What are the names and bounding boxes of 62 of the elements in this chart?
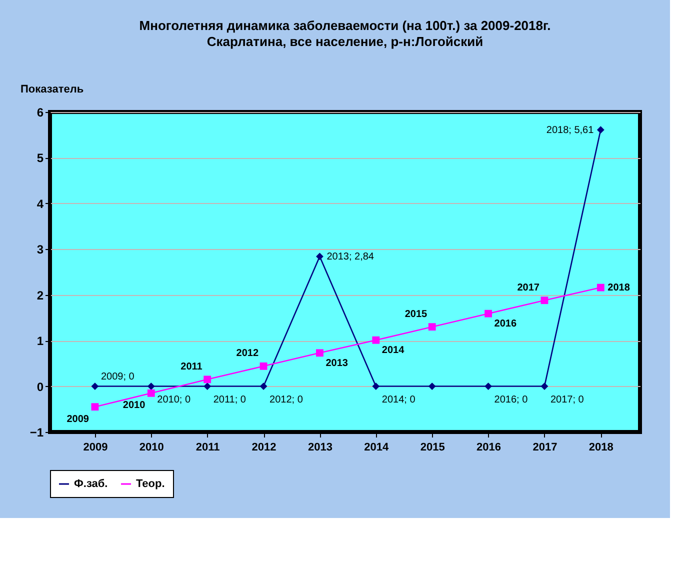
legend-label: Теор.: [136, 478, 165, 490]
point: [260, 362, 268, 370]
annotation: 2014: [382, 345, 405, 356]
point: [204, 376, 212, 384]
point: [428, 382, 436, 390]
point: [484, 310, 492, 318]
chart-title: Многолетняя динамика заболеваемости (на 100т.) за 2009-2018г.: [139, 18, 551, 33]
data-label: 2014; 0: [382, 394, 416, 406]
annotation: 2016: [494, 318, 517, 330]
point: [316, 252, 324, 260]
point: [596, 284, 604, 292]
y-tick-label: 3: [36, 242, 44, 257]
data-label: 2016; 0: [494, 394, 528, 406]
y-tick-label: 5: [36, 151, 44, 166]
x-tick-label: 2016: [476, 442, 502, 454]
x-tick-label: 2014: [364, 442, 390, 454]
data-label: 2017; 0: [550, 394, 584, 406]
point: [147, 382, 155, 390]
annotation: 2015: [404, 308, 428, 320]
y-tick-label: 0: [36, 380, 44, 394]
point: [372, 382, 380, 390]
x-tick-label: 2009: [83, 442, 108, 454]
data-label: 2018; 5,61: [546, 124, 594, 136]
x-tick-label: 2011: [196, 442, 220, 454]
chart-subtitle: Скарлатина, все население, р-н:Логойский: [206, 34, 484, 49]
y-tick-label: 1: [36, 334, 44, 348]
annotation: 2009: [66, 414, 90, 425]
point: [484, 382, 492, 390]
point: [540, 296, 548, 304]
x-tick-label: 2015: [420, 442, 445, 454]
point: [596, 126, 604, 134]
annotation: 2013: [326, 358, 348, 369]
data-label: 2012; 0: [270, 394, 304, 406]
point: [316, 349, 324, 357]
point: [147, 389, 155, 397]
x-tick-label: 2010: [139, 442, 164, 454]
annotation: 2010: [122, 400, 146, 412]
data-label: 2009; 0: [100, 371, 135, 382]
annotation: 2017: [517, 282, 540, 294]
data-label: 2010; 0: [157, 394, 191, 406]
y-tick-label: 2: [36, 288, 44, 302]
annotation: 2012: [236, 348, 259, 360]
x-tick-label: 2012: [252, 442, 276, 454]
annotation: 2018: [608, 282, 630, 294]
point: [91, 382, 99, 390]
x-tick-label: 2018: [588, 442, 614, 454]
point: [260, 382, 268, 390]
legend-label: Ф.заб.: [74, 478, 108, 490]
point: [428, 323, 436, 331]
x-tick-label: 2017: [532, 442, 558, 454]
point: [372, 336, 380, 344]
point: [91, 403, 99, 411]
y-tick-label: 4: [36, 196, 44, 211]
point: [204, 382, 212, 390]
x-tick-label: 2013: [308, 442, 332, 454]
annotation: 2011: [180, 361, 203, 372]
y-tick-label: 6: [36, 106, 44, 120]
y-axis-title: Показатель: [20, 84, 84, 96]
y-tick-label: −1: [30, 426, 44, 440]
data-label: 2011; 0: [213, 394, 246, 406]
point: [540, 382, 548, 390]
data-label: 2013; 2,84: [326, 251, 374, 262]
